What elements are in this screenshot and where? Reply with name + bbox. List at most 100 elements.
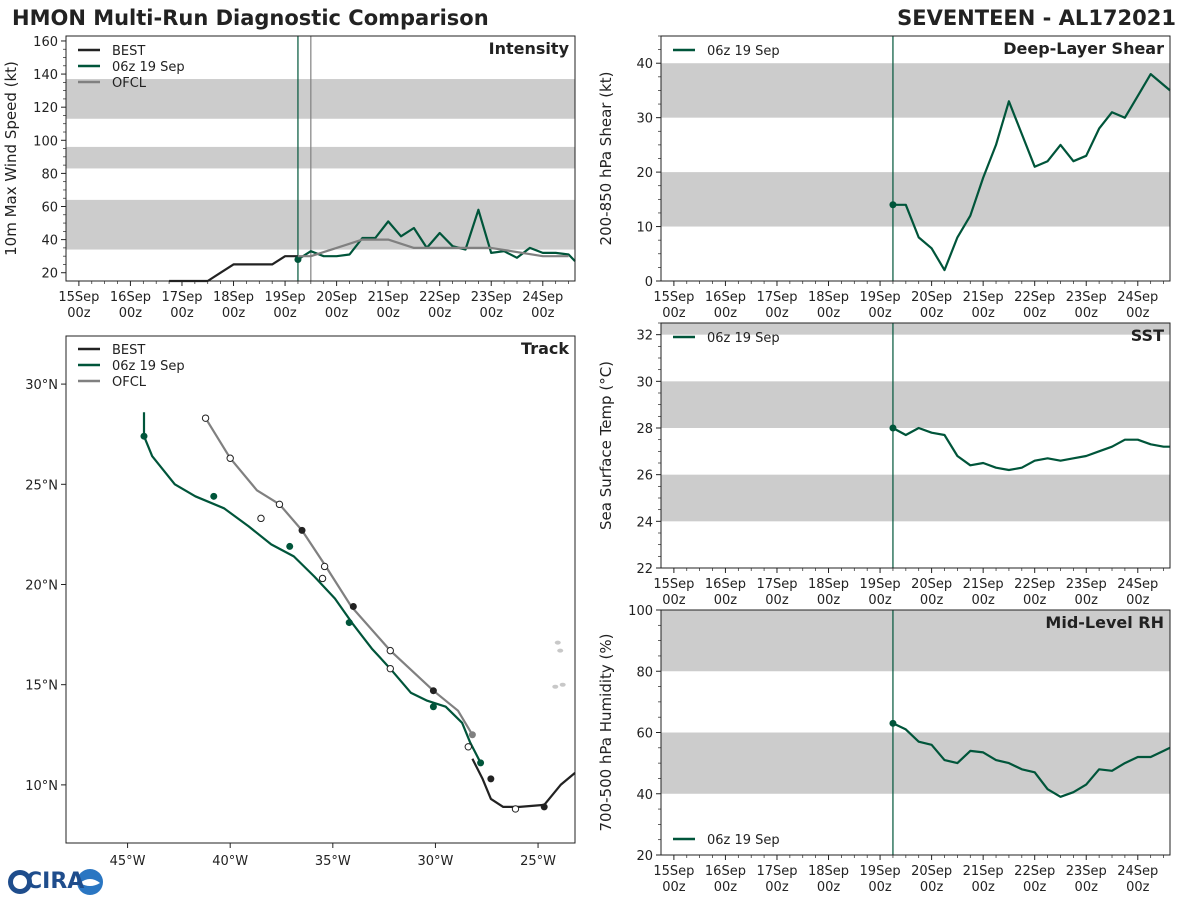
rh-xtick-hour-3: 00z (817, 880, 841, 895)
track-open-point (201, 414, 210, 422)
sst-xtick-day-8: 23Sep (1066, 577, 1107, 592)
rh-xtick-day-0: 15Sep (653, 864, 694, 879)
intensity-xtick-hour-3: 00z (222, 306, 246, 321)
rh-xtick-day-4: 19Sep (860, 864, 901, 879)
intensity-xtick-day-0: 15Sep (58, 290, 99, 305)
intensity-xtick-hour-6: 00z (376, 306, 400, 321)
intensity-legend-label-0: BEST (112, 44, 145, 59)
sst-xtick-day-9: 24Sep (1117, 577, 1158, 592)
sst-xtick-hour-8: 00z (1075, 593, 1099, 608)
intensity-ytick-label-7: 160 (33, 35, 58, 50)
shear-ytick-label-4: 40 (636, 57, 653, 72)
track-open-point (318, 574, 327, 583)
sst-xtick-day-3: 18Sep (808, 577, 849, 592)
sst-xtick-hour-3: 00z (817, 593, 841, 608)
track-open-point (275, 500, 284, 509)
shear-ylabel: 200-850 hPa Shear (kt) (597, 72, 615, 246)
shear-xtick-day-8: 23Sep (1066, 290, 1107, 305)
intensity-xtick-day-2: 17Sep (161, 290, 202, 305)
sst-xtick-day-7: 22Sep (1014, 577, 1055, 592)
intensity-xtick-day-8: 23Sep (471, 290, 512, 305)
sst-ytick-label-1: 24 (636, 515, 653, 530)
track-open-point (464, 743, 472, 751)
shear-band-1 (661, 63, 1170, 118)
rh-xtick-day-7: 22Sep (1014, 864, 1055, 879)
shear-xtick-day-2: 17Sep (756, 290, 797, 305)
sst-xtick-day-1: 16Sep (705, 577, 746, 592)
track-legend-label-1: 06z 19 Sep (112, 359, 185, 374)
track-frame (65, 335, 576, 844)
shear-xtick-hour-3: 00z (817, 306, 841, 321)
intensity-legend-label-1: 06z 19 Sep (112, 60, 185, 75)
track-point (540, 803, 548, 811)
intensity-xtick-day-1: 16Sep (110, 290, 151, 305)
track-xtick-label-4: 25°W (520, 854, 556, 869)
intensity-xtick-day-6: 21Sep (368, 290, 409, 305)
rh-xtick-hour-5: 00z (920, 880, 944, 895)
intensity-xtick-hour-8: 00z (480, 306, 504, 321)
sst-ytick-label-3: 28 (636, 422, 653, 437)
island-2 (552, 684, 559, 689)
sst-panel: 22242628303215Sep00z16Sep00z17Sep00z18Se… (597, 322, 1171, 608)
track-open-point (386, 646, 394, 655)
track-ytick-label-4: 30°N (25, 378, 58, 393)
track-point (345, 619, 353, 627)
rh-band-1 (661, 610, 1170, 672)
shear-xtick-hour-2: 00z (765, 306, 789, 321)
intensity-legend-label-2: OFCL (112, 76, 147, 91)
intensity-xtick-hour-4: 00z (273, 306, 297, 321)
track-legend-label-0: BEST (112, 343, 145, 358)
shear-xtick-hour-1: 00z (714, 306, 738, 321)
intensity-band-0 (66, 199, 575, 250)
sst-ytick-label-2: 26 (636, 469, 653, 484)
sst-ytick-label-4: 30 (636, 375, 653, 390)
sst-xtick-hour-9: 00z (1126, 593, 1150, 608)
shear-xtick-day-3: 18Sep (808, 290, 849, 305)
track-point (140, 432, 148, 440)
intensity-xtick-hour-9: 00z (531, 306, 555, 321)
shear-xtick-day-0: 15Sep (653, 290, 694, 305)
intensity-xtick-hour-7: 00z (428, 306, 452, 321)
rh-xtick-day-5: 20Sep (911, 864, 952, 879)
track-open-point (386, 664, 394, 673)
rh-xtick-hour-4: 00z (868, 880, 892, 895)
rh-series-0 (892, 722, 1171, 798)
shear-panel: 01020304015Sep00z16Sep00z17Sep00z18Sep00… (597, 35, 1171, 321)
sst-ytick-label-0: 22 (636, 562, 653, 577)
track-point (429, 703, 437, 711)
track-best-point (429, 687, 437, 695)
rh-xtick-hour-8: 00z (1075, 880, 1099, 895)
shear-ytick-label-3: 30 (636, 112, 653, 127)
rh-panel: 2040608010015Sep00z16Sep00z17Sep00z18Sep… (597, 604, 1171, 895)
shear-xtick-hour-7: 00z (1023, 306, 1047, 321)
intensity-xtick-day-9: 24Sep (522, 290, 563, 305)
rh-xtick-day-9: 24Sep (1117, 864, 1158, 879)
island-0 (554, 640, 561, 645)
rh-xtick-hour-7: 00z (1023, 880, 1047, 895)
shear-xtick-day-9: 24Sep (1117, 290, 1158, 305)
sst-xtick-hour-6: 00z (971, 593, 995, 608)
track-open-point (320, 562, 329, 571)
intensity-series-0 (169, 255, 298, 283)
shear-series-start-marker (889, 201, 897, 209)
track-series-0 (471, 758, 576, 809)
intensity-ytick-label-5: 120 (33, 101, 58, 116)
track-point (210, 492, 218, 500)
rh-title: Mid-Level RH (1045, 613, 1164, 632)
track-xtick-label-2: 35°W (315, 854, 351, 869)
shear-xtick-hour-9: 00z (1126, 306, 1150, 321)
rh-xtick-hour-0: 00z (662, 880, 686, 895)
intensity-ylabel: 10m Max Wind Speed (kt) (2, 61, 20, 256)
sst-title: SST (1131, 326, 1164, 345)
cira-logo: CIRA (4, 866, 108, 898)
track-ytick-label-0: 10°N (25, 779, 58, 794)
intensity-xtick-hour-0: 00z (67, 306, 91, 321)
shear-ytick-label-1: 10 (636, 221, 653, 236)
sst-ylabel: Sea Surface Temp (°C) (597, 361, 615, 530)
rh-xtick-day-8: 23Sep (1066, 864, 1107, 879)
track-point (487, 775, 495, 783)
track-open-point (511, 805, 520, 813)
sst-xtick-hour-5: 00z (920, 593, 944, 608)
sst-series-0 (892, 426, 1170, 472)
